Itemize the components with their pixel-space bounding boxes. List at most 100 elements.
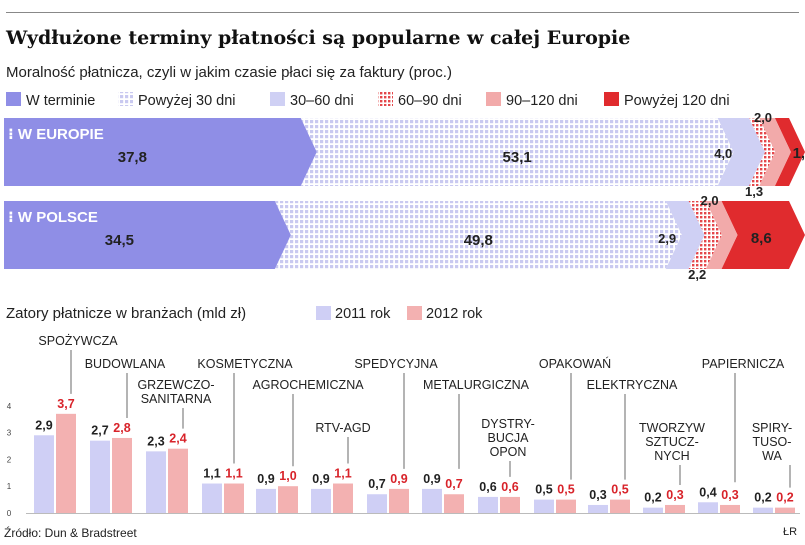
data-label: 1,8 xyxy=(793,145,805,162)
bar-segment-powyżej-30-dni xyxy=(300,118,734,186)
legend-label: Powyżej 120 dni xyxy=(624,93,730,109)
value-label-2012: 0,2 xyxy=(776,491,793,505)
category-label: ELEKTRYCZNA xyxy=(587,378,678,392)
legend-label: 90–120 dni xyxy=(506,93,578,109)
value-label-2011: 0,2 xyxy=(754,491,771,505)
bar-group-metalurgiczna: 0,9 0,7 METALURGICZNA xyxy=(422,378,530,513)
bar-group-opakowań: 0,5 0,5 OPAKOWAŃ xyxy=(534,356,611,513)
category-label: GRZEWCZO-SANITARNA xyxy=(137,378,214,406)
category-label: KOSMETYCZNA xyxy=(197,357,293,371)
data-label: 8,6 xyxy=(751,230,772,247)
bar-2012 xyxy=(112,437,132,513)
value-label-2011: 2,7 xyxy=(91,424,108,438)
bar-2011 xyxy=(698,502,718,513)
data-label: 1,3 xyxy=(745,184,763,199)
bar-2012 xyxy=(333,483,353,513)
section-title: Zatory płatnicze w branżach (mld zł) xyxy=(6,305,246,322)
chart-title: Wydłużone terminy płatności są popularne… xyxy=(6,27,631,49)
legend-swatch xyxy=(604,92,619,106)
bar-2012 xyxy=(444,494,464,513)
bar-segment-powyżej-120-dni xyxy=(774,118,805,186)
legend-item-2012-rok: 2012 rok xyxy=(407,306,483,322)
value-label-2012: 0,7 xyxy=(445,477,462,491)
bar-2012 xyxy=(224,483,244,513)
bar-2011 xyxy=(146,451,166,513)
bar-row-w-polsce: ⁝ W POLSCE 34,5 49,8 2,9 2,2 2,0 8,6 xyxy=(4,193,805,282)
legend-label: 30–60 dni xyxy=(290,93,354,109)
chart-subtitle: Moralność płatnicza, czyli w jakim czasi… xyxy=(6,64,452,81)
bar-segment-30-60-dni xyxy=(665,201,705,269)
value-label-2011: 0,9 xyxy=(423,472,440,486)
bar-2012 xyxy=(168,448,188,513)
value-label-2011: 0,2 xyxy=(644,491,661,505)
value-label-2011: 0,9 xyxy=(257,472,274,486)
y-tick-label: 1 xyxy=(7,482,12,491)
y-tick-label: 0 xyxy=(7,509,12,518)
bar-group-papiernicza: 0,4 0,3 PAPIERNICZA xyxy=(698,357,785,513)
value-label-2012: 3,7 xyxy=(57,397,74,411)
legend-label: 2011 rok xyxy=(335,306,391,322)
payment-morality-chart: W terminie Powyżej 30 dni 30–60 dni 60–90 d… xyxy=(4,92,805,282)
category-label: SPOŻYWCZA xyxy=(38,334,118,348)
value-label-2012: 2,8 xyxy=(113,421,130,435)
value-label-2012: 1,1 xyxy=(225,467,242,481)
legend-item-powyżej-120-dni: Powyżej 120 dni xyxy=(604,92,730,109)
bar-group-tworzyw-sztucz-nych: 0,2 0,3 TWORZYW SZTUCZ-NYCH xyxy=(639,421,705,513)
bar-segment-w-terminie xyxy=(4,118,317,186)
bar-segment-powyżej-120-dni xyxy=(721,201,805,269)
bar-2011 xyxy=(478,496,498,513)
category-label: BUDOWLANA xyxy=(85,357,166,371)
legend-label: 60–90 dni xyxy=(398,93,462,109)
value-label-2011: 0,7 xyxy=(368,477,385,491)
category-label: METALURGICZNA xyxy=(423,378,530,392)
bar-2012 xyxy=(720,504,740,513)
bar-2012 xyxy=(775,507,795,513)
bar-group-kosmetyczna: 1,1 1,1 KOSMETYCZNA xyxy=(197,357,293,513)
data-label: 2,0 xyxy=(754,110,772,125)
legend-item-w-terminie: W terminie xyxy=(6,92,95,109)
bar-group-spożywcza: 2,9 3,7 SPOŻYWCZA xyxy=(34,334,118,513)
bar-2012 xyxy=(389,488,409,513)
legend-swatch xyxy=(6,92,21,106)
legend-swatch xyxy=(270,92,285,106)
legend-swatch xyxy=(316,306,331,320)
data-label: 37,8 xyxy=(118,149,147,166)
legend-swatch xyxy=(118,92,133,106)
bar-2011 xyxy=(422,488,442,513)
category-label: RTV-AGD xyxy=(315,421,370,435)
bar-2012 xyxy=(665,504,685,513)
value-label-2012: 0,3 xyxy=(666,488,683,502)
bar-row-w-europie: ⁝ W EUROPIE 37,8 53,1 4,0 1,3 2,0 1,8 xyxy=(4,110,805,199)
value-label-2011: 1,1 xyxy=(203,467,220,481)
value-label-2011: 0,9 xyxy=(312,472,329,486)
bar-segment-90-120-dni xyxy=(705,201,738,269)
legend-label: Powyżej 30 dni xyxy=(138,93,236,109)
category-label: AGROCHEMICZNA xyxy=(252,378,364,392)
legend-label: W terminie xyxy=(26,93,95,109)
value-label-2011: 0,6 xyxy=(479,480,496,494)
bar-group-rtv-agd: 0,9 1,1 RTV-AGD xyxy=(311,421,371,513)
legend-label: 2012 rok xyxy=(426,306,483,322)
bar-group-spedycyjna: 0,7 0,9 SPEDYCYJNA xyxy=(354,357,438,513)
data-label: 4,0 xyxy=(714,146,732,161)
bar-2011 xyxy=(311,488,331,513)
category-label: PAPIERNICZA xyxy=(702,357,785,371)
value-label-2011: 0,3 xyxy=(589,488,606,502)
category-label: SPIRY-TUSO-WA xyxy=(752,421,792,463)
value-label-2011: 0,4 xyxy=(699,485,716,499)
bar-2011 xyxy=(367,494,387,513)
category-label: OPAKOWAŃ xyxy=(539,356,611,371)
value-label-2012: 0,5 xyxy=(557,483,574,497)
data-label: 49,8 xyxy=(464,232,493,249)
bar-2012 xyxy=(610,499,630,513)
value-label-2011: 0,5 xyxy=(535,483,552,497)
legend-item-powyżej-30-dni: Powyżej 30 dni xyxy=(118,92,236,109)
bar-2011 xyxy=(202,483,222,513)
source-note: Źródło: Dun & Bradstreet xyxy=(4,526,137,540)
bar-group-spiry-tuso-wa: 0,2 0,2 SPIRY-TUSO-WA xyxy=(752,421,795,513)
value-label-2012: 0,3 xyxy=(721,488,738,502)
bar-2011 xyxy=(534,499,554,513)
legend-item-90-120-dni: 90–120 dni xyxy=(486,92,578,109)
bar-2012 xyxy=(500,496,520,513)
